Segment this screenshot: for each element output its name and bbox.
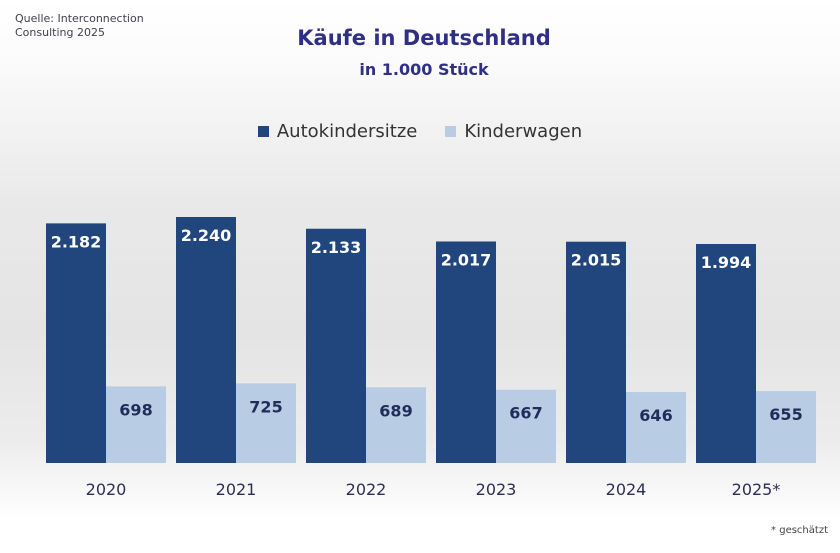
bar-autokindersitze bbox=[566, 241, 626, 463]
bar-autokindersitze bbox=[176, 217, 236, 463]
legend-label: Autokindersitze bbox=[276, 121, 418, 142]
x-tick-label: 2023 bbox=[476, 480, 517, 499]
bar-autokindersitze bbox=[436, 241, 496, 463]
x-tick-label: 2020 bbox=[86, 480, 127, 499]
legend-swatch bbox=[445, 126, 457, 137]
data-label: 689 bbox=[379, 401, 412, 420]
legend: Autokindersitze Kinderwagen bbox=[0, 121, 840, 142]
bar-kinderwagen bbox=[626, 392, 686, 463]
data-label: 2.240 bbox=[181, 226, 232, 245]
data-label: 667 bbox=[509, 404, 542, 423]
data-label: 1.994 bbox=[701, 253, 752, 272]
x-tick-label: 2021 bbox=[216, 480, 257, 499]
x-tick-label: 2025* bbox=[732, 480, 781, 499]
bar-kinderwagen bbox=[756, 391, 816, 463]
data-label: 646 bbox=[639, 406, 672, 425]
data-label: 2.182 bbox=[51, 232, 102, 251]
bar-autokindersitze bbox=[46, 223, 106, 463]
bar-kinderwagen bbox=[496, 389, 556, 463]
source-note: Quelle: Interconnection Consulting 2025 bbox=[15, 12, 144, 40]
chart-title: Käufe in Deutschland bbox=[297, 26, 551, 50]
bar-kinderwagen bbox=[106, 386, 166, 463]
footnote: * geschätzt bbox=[771, 525, 828, 536]
source-line-1: Quelle: Interconnection bbox=[15, 12, 144, 25]
data-label: 698 bbox=[119, 400, 152, 419]
data-label: 655 bbox=[769, 405, 802, 424]
legend-label: Kinderwagen bbox=[464, 121, 583, 142]
legend-swatch bbox=[257, 126, 269, 137]
chart-subtitle: in 1.000 Stück bbox=[359, 60, 489, 79]
data-label: 2.017 bbox=[441, 250, 492, 269]
legend-item-autokindersitze: Autokindersitze bbox=[257, 121, 418, 142]
x-tick-label: 2022 bbox=[346, 480, 387, 499]
source-line-2: Consulting 2025 bbox=[15, 26, 105, 39]
x-tick-label: 2024 bbox=[606, 480, 647, 499]
data-label: 725 bbox=[249, 397, 282, 416]
bar-kinderwagen bbox=[236, 383, 296, 463]
data-label: 2.133 bbox=[311, 238, 362, 257]
data-label: 2.015 bbox=[571, 251, 622, 270]
bar-autokindersitze bbox=[306, 228, 366, 463]
bar-kinderwagen bbox=[366, 387, 426, 463]
legend-item-kinderwagen: Kinderwagen bbox=[445, 121, 582, 142]
bar-autokindersitze bbox=[696, 244, 756, 463]
